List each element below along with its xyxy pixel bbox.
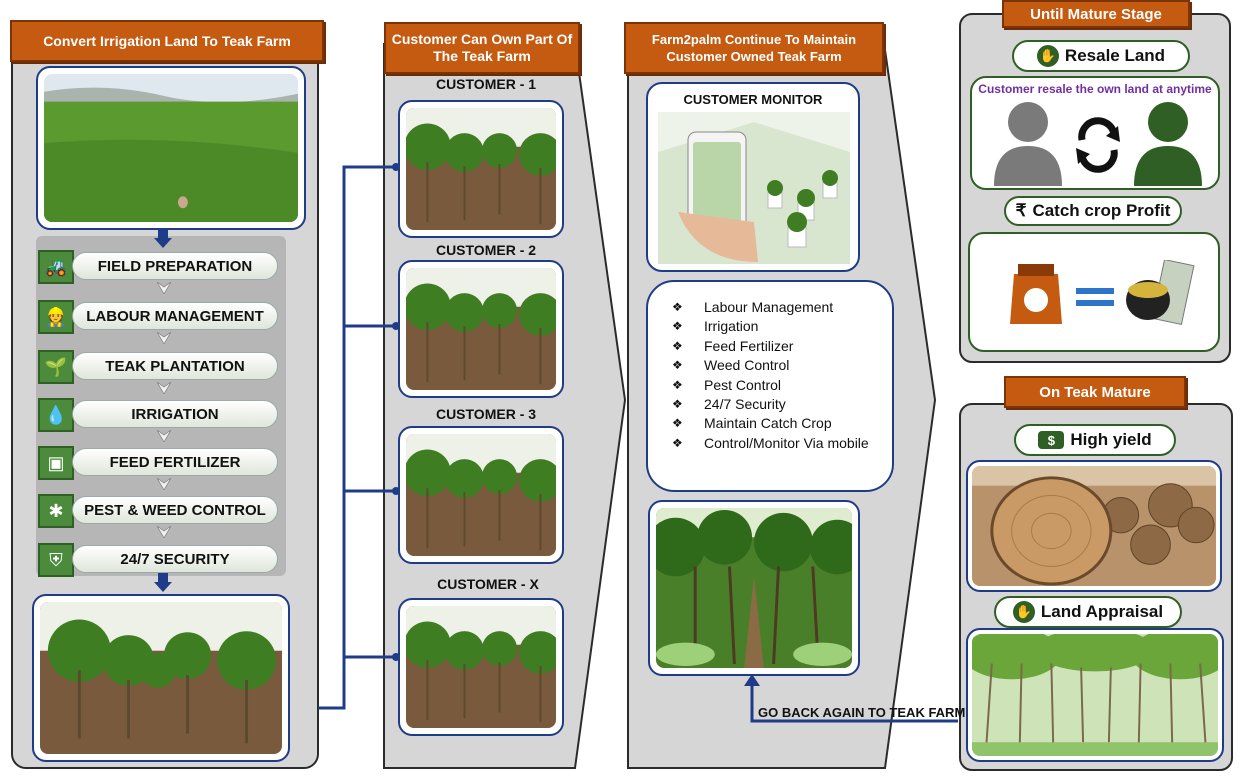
high-yield-pill: $ High yield (1014, 424, 1176, 456)
resale-exchange-graphic (994, 102, 1202, 186)
seller-person-icon (994, 102, 1062, 186)
until-mature-banner: Until Mature Stage (1002, 0, 1190, 28)
fertilizer-bag-icon: ▣ (38, 446, 74, 480)
service-item: 24/7 Security (672, 395, 882, 415)
service-item: Feed Fertilizer (672, 337, 882, 357)
customer-label: CUSTOMER - 3 (435, 406, 537, 422)
resale-caption: Customer resale the own land at anytime (978, 82, 1212, 96)
teak-avenue-photo (966, 628, 1224, 762)
process-step: 💧 IRRIGATION (38, 398, 278, 432)
service-item: Weed Control (672, 356, 882, 376)
resale-card: Customer resale the own land at anytime (970, 76, 1220, 190)
security-guard-icon: ⛨ (38, 543, 74, 577)
chevron-down-icon (157, 282, 171, 294)
equals-icon (1076, 288, 1114, 306)
process-step-label: TEAK PLANTATION (72, 352, 278, 380)
teak-logs-photo (966, 460, 1222, 592)
process-step: 🚜 FIELD PREPARATION (38, 250, 278, 284)
resale-land-title: Resale Land (1064, 46, 1166, 65)
on-teak-mature-banner: On Teak Mature (1004, 376, 1186, 408)
process-step-label: PEST & WEED CONTROL (72, 496, 278, 524)
crop-equals-money-graphic (1010, 260, 1195, 326)
watering-can-icon: 💧 (38, 398, 74, 432)
chevron-down-icon (157, 332, 171, 344)
service-item: Labour Management (672, 298, 882, 318)
customer-label: CUSTOMER - 1 (435, 76, 537, 92)
chevron-down-icon (157, 526, 171, 538)
chevron-down-icon (157, 430, 171, 442)
plant-rows-icon: 🌱 (38, 350, 74, 384)
col3-banner: Farm2palm Continue To Maintain Customer … (624, 22, 884, 74)
customer-monitor-card: CUSTOMER MONITOR (646, 82, 860, 272)
refresh-icon (1078, 117, 1118, 173)
catch-crop-title: Catch crop Profit (1032, 201, 1171, 220)
service-item: Control/Monitor Via mobile (672, 434, 882, 454)
money-pot-icon (1126, 260, 1195, 326)
process-step-label: 24/7 SECURITY (72, 545, 278, 573)
catch-crop-card (968, 232, 1220, 352)
teak-farm-photo (32, 594, 290, 762)
process-step-label: FEED FERTILIZER (72, 448, 278, 476)
process-step: ✱ PEST & WEED CONTROL (38, 494, 278, 528)
land-appraisal-pill: ✋ Land Appraisal (994, 596, 1182, 628)
grassland-photo (36, 66, 306, 230)
service-item: Maintain Catch Crop (672, 414, 882, 434)
process-step-label: LABOUR MANAGEMENT (72, 302, 278, 330)
process-step: ⛨ 24/7 SECURITY (38, 543, 278, 577)
hand-money-icon: ✋ (1012, 601, 1035, 623)
land-appraisal-title: Land Appraisal (1040, 602, 1164, 621)
handshake-icon: ✋ (1036, 45, 1059, 67)
high-yield-title: High yield (1070, 430, 1152, 449)
buyer-person-icon (1134, 102, 1202, 186)
resale-land-pill: ✋ Resale Land (1012, 40, 1190, 72)
rupee-icon: ₹ (1015, 201, 1027, 220)
customer-label: CUSTOMER - X (437, 576, 539, 592)
tractor-icon: 🚜 (38, 250, 74, 284)
go-back-label: GO BACK AGAIN TO TEAK FARM (758, 705, 966, 720)
service-item: Pest Control (672, 376, 882, 396)
customer-teak-plot-photo (398, 260, 564, 398)
customer-label: CUSTOMER - 2 (435, 242, 537, 258)
services-list-card: Labour ManagementIrrigationFeed Fertiliz… (646, 280, 894, 492)
customer-teak-plot-photo (398, 426, 564, 564)
chevron-down-icon (157, 478, 171, 490)
chevron-down-icon (157, 382, 171, 394)
worker-icon: 👷 (38, 300, 74, 334)
process-step-label: IRRIGATION (72, 400, 278, 428)
process-step: 👷 LABOUR MANAGEMENT (38, 300, 278, 334)
process-step: 🌱 TEAK PLANTATION (38, 350, 278, 384)
mature-teak-path-photo (648, 500, 860, 676)
bug-icon: ✱ (38, 494, 74, 528)
phone-greenhouse-image (658, 112, 850, 264)
col1-banner: Convert Irrigation Land To Teak Farm (10, 20, 324, 62)
customer-teak-plot-photo (398, 100, 564, 238)
cash-icon: $ (1038, 431, 1065, 449)
process-step-label: FIELD PREPARATION (72, 252, 278, 280)
process-step: ▣ FEED FERTILIZER (38, 446, 278, 480)
customer-teak-plot-photo (398, 598, 564, 736)
catch-crop-pill: ₹ Catch crop Profit (1004, 196, 1182, 226)
seed-bag-icon (1010, 264, 1062, 324)
col2-banner: Customer Can Own Part Of The Teak Farm (384, 22, 580, 74)
customer-monitor-title: CUSTOMER MONITOR (683, 92, 823, 107)
service-item: Irrigation (672, 317, 882, 337)
